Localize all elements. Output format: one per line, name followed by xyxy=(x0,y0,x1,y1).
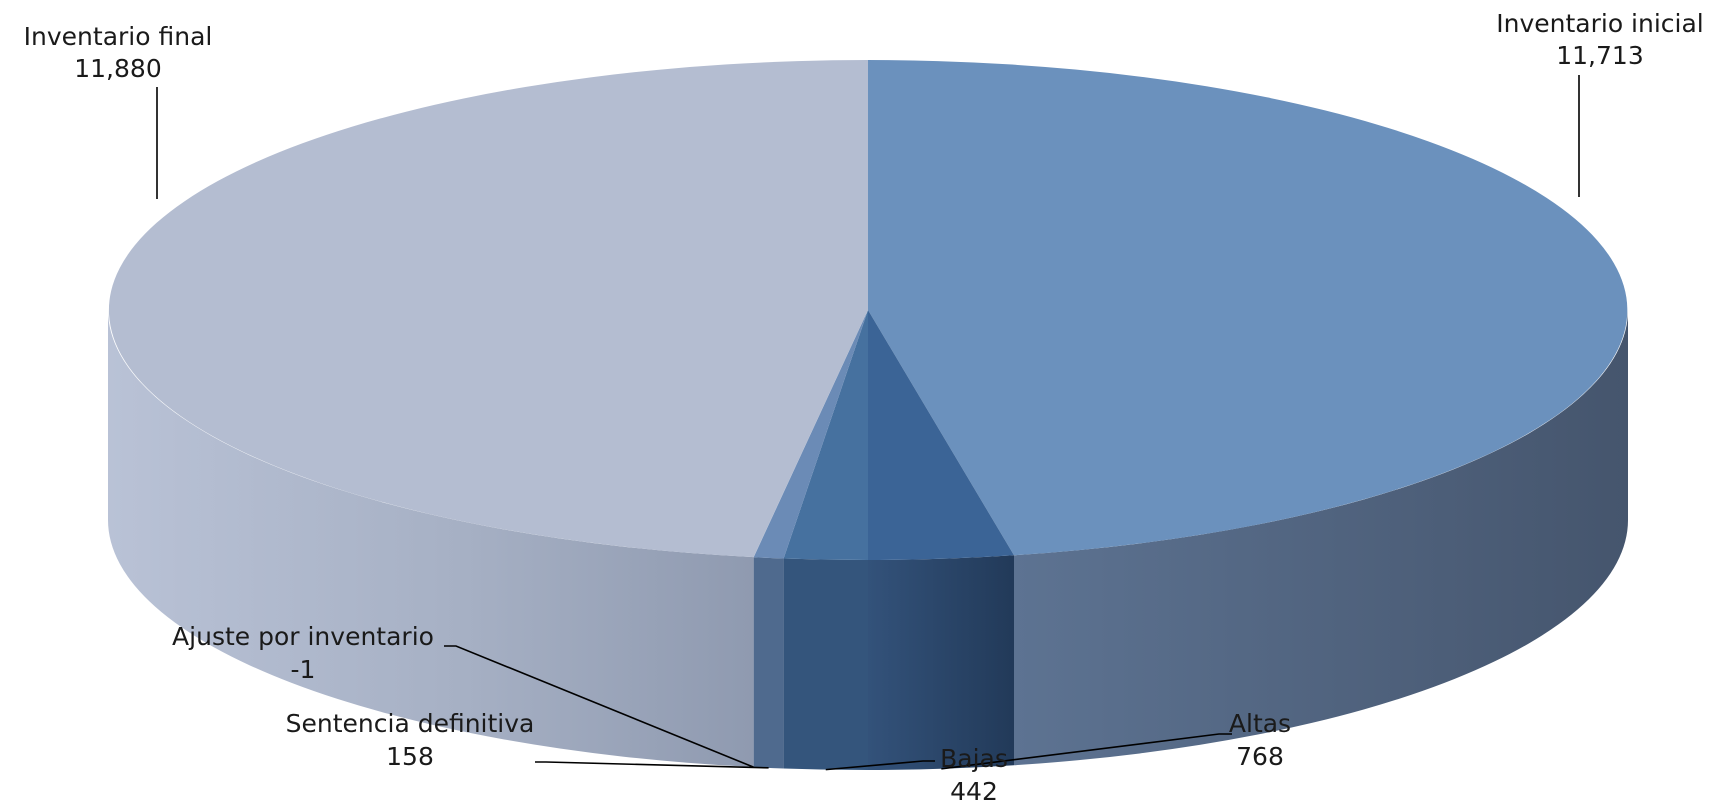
label-sentencia-definitiva: Sentencia definitiva 158 xyxy=(286,709,535,771)
pie-side-inventario-final xyxy=(108,310,754,768)
pie-side-sentencia-definitiva xyxy=(753,557,784,769)
pie-slice-altas xyxy=(868,310,1014,560)
label-sentencia-value: 158 xyxy=(386,742,434,771)
label-inventario-inicial: Inventario inicial 11,713 xyxy=(1496,9,1704,70)
leader-line-bajas xyxy=(825,760,935,771)
label-inventario-inicial-value: 11,713 xyxy=(1556,41,1643,70)
label-altas-value: 768 xyxy=(1236,742,1284,771)
label-inventario-final: Inventario final 11,880 xyxy=(24,22,213,83)
leader-lines xyxy=(156,75,1580,771)
label-bajas: Bajas 442 xyxy=(940,744,1008,806)
pie-slices xyxy=(108,60,1628,561)
pie-slice-inventario-final xyxy=(108,60,869,558)
label-inventario-final-value: 11,880 xyxy=(74,54,161,83)
label-inventario-inicial-name: Inventario inicial xyxy=(1496,9,1704,38)
pie-slice-ajuste-por-inventario xyxy=(753,310,868,558)
pie-side-bajas xyxy=(783,558,868,771)
pie-slice-inventario-inicial xyxy=(868,60,1628,556)
leader-line-ajuste-por-inventario xyxy=(444,645,754,768)
label-bajas-value: 442 xyxy=(950,777,998,806)
label-inventario-final-name: Inventario final xyxy=(24,22,213,51)
label-ajuste-value: -1 xyxy=(291,655,316,684)
label-bajas-name: Bajas xyxy=(940,744,1008,773)
pie-slice-bajas xyxy=(783,310,868,561)
pie-side-walls xyxy=(108,310,1628,771)
leader-line-altas xyxy=(941,733,1232,770)
leader-line-sentencia-definitiva xyxy=(535,761,769,769)
label-ajuste-name: Ajuste por inventario xyxy=(172,622,434,651)
label-ajuste-por-inventario: Ajuste por inventario -1 xyxy=(172,622,434,684)
label-altas-name: Altas xyxy=(1229,709,1291,738)
pie-side-inventario-inicial xyxy=(1014,310,1628,766)
label-sentencia-name: Sentencia definitiva xyxy=(286,709,535,738)
label-altas: Altas 768 xyxy=(1229,709,1291,771)
pie-slice-sentencia-definitiva xyxy=(753,310,868,559)
pie-side-altas xyxy=(868,555,1014,770)
